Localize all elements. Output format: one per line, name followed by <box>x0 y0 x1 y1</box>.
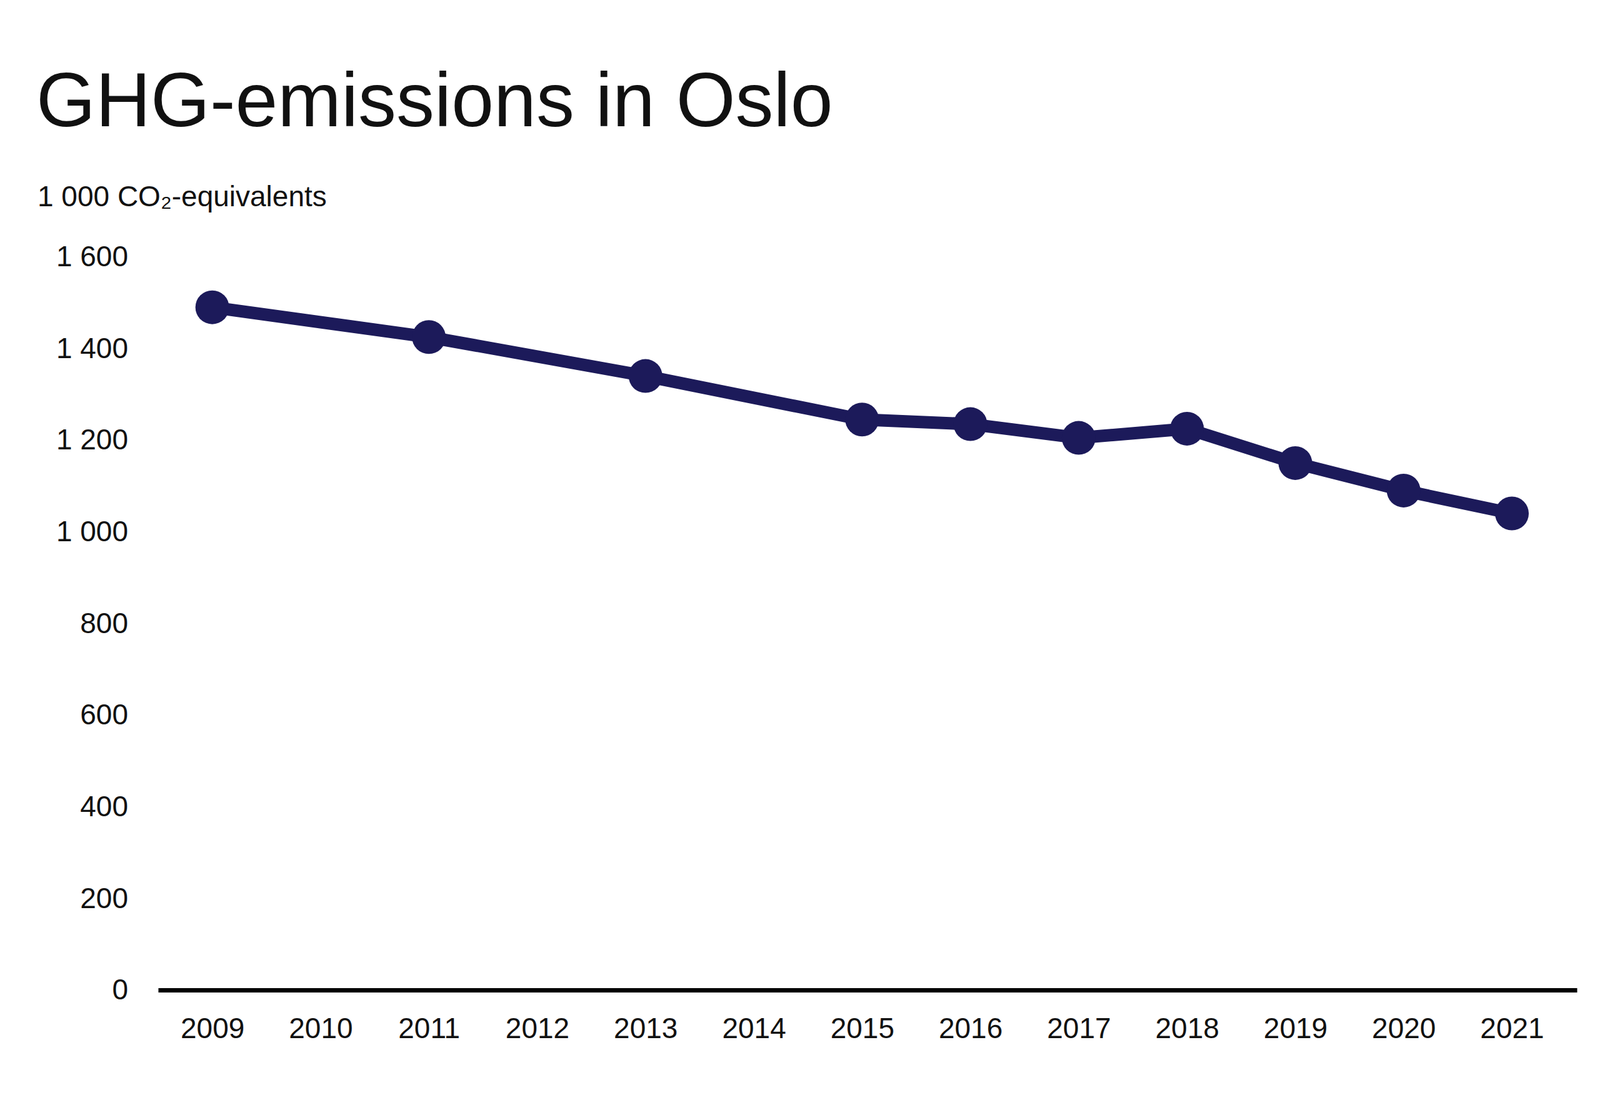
y-tick-label: 1 600 <box>56 240 129 273</box>
marker <box>1495 496 1529 531</box>
chart: GHG-emissions in Oslo 1 000 CO₂-equivalen… <box>0 0 1600 1105</box>
y-tick-label: 0 <box>111 973 129 1006</box>
y-tick-label: 600 <box>80 698 129 731</box>
x-tick: 2020 <box>1371 990 1436 1045</box>
x-tick: 2009 <box>180 990 245 1045</box>
plot: 0 200 400 600 800 1 000 1 200 1 400 1 600 2009 201… <box>56 240 1578 1044</box>
x-tick-label: 2020 <box>1371 1011 1436 1045</box>
x-tick: 2013 <box>613 990 678 1045</box>
x-axis-line <box>158 988 1578 993</box>
marker <box>1386 473 1421 508</box>
x-axis: 2009 2010 2011 2012 2013 2014 2015 2016 2017 2018… <box>158 990 1578 1045</box>
x-tick: 2012 <box>505 990 570 1045</box>
x-tick: 2021 <box>1480 990 1544 1045</box>
y-axis-label: 1 000 CO₂-equivalents <box>37 180 327 213</box>
x-tick-label: 2010 <box>288 1011 353 1045</box>
x-tick: 2010 <box>288 990 353 1045</box>
x-tick: 2016 <box>938 990 1003 1045</box>
x-tick-label: 2018 <box>1155 1011 1220 1045</box>
marker <box>845 402 879 437</box>
y-tick-label: 1 200 <box>56 423 129 456</box>
y-tick: 1 200 <box>56 423 159 456</box>
x-tick-label: 2017 <box>1046 1011 1111 1045</box>
marker <box>953 407 988 442</box>
y-tick-label: 400 <box>80 790 129 823</box>
x-tick-label: 2013 <box>613 1011 678 1045</box>
x-tick-label: 2021 <box>1480 1011 1544 1045</box>
y-axis-line <box>158 257 159 991</box>
x-tick: 2018 <box>1155 990 1220 1045</box>
marker <box>1061 421 1096 455</box>
title: GHG-emissions in Oslo <box>36 57 834 143</box>
line <box>212 307 1512 514</box>
x-tick: 2019 <box>1263 990 1328 1045</box>
x-tick: 2014 <box>721 990 786 1045</box>
y-tick: 200 <box>80 881 159 915</box>
y-tick: 800 <box>80 606 159 640</box>
marker <box>195 290 230 325</box>
y-tick-label: 800 <box>80 606 129 640</box>
y-tick: 0 <box>111 973 159 1006</box>
x-tick: 2011 <box>398 990 460 1045</box>
x-tick-label: 2014 <box>721 1011 786 1045</box>
marker <box>1170 411 1204 446</box>
x-tick-label: 2011 <box>398 1011 460 1045</box>
marker <box>1278 446 1312 480</box>
y-tick: 600 <box>80 698 159 731</box>
y-tick-label: 1 400 <box>56 331 129 365</box>
y-tick-label: 1 000 <box>56 515 129 548</box>
marker <box>628 359 663 394</box>
y-tick-label: 200 <box>80 881 129 915</box>
marks <box>195 290 1529 531</box>
marker <box>411 320 446 354</box>
x-tick: 2017 <box>1046 990 1111 1045</box>
x-tick-label: 2015 <box>830 1011 895 1045</box>
y-axis: 0 200 400 600 800 1 000 1 200 1 400 1 600 <box>56 240 159 1006</box>
y-tick: 1 600 <box>56 240 159 273</box>
x-tick-label: 2009 <box>180 1011 245 1045</box>
x-tick: 2015 <box>830 990 895 1045</box>
x-tick-label: 2016 <box>938 1011 1003 1045</box>
y-tick: 400 <box>80 790 159 823</box>
x-tick-label: 2012 <box>505 1011 570 1045</box>
y-tick: 1 000 <box>56 515 159 548</box>
y-tick: 1 400 <box>56 331 159 365</box>
x-tick-label: 2019 <box>1263 1011 1328 1045</box>
